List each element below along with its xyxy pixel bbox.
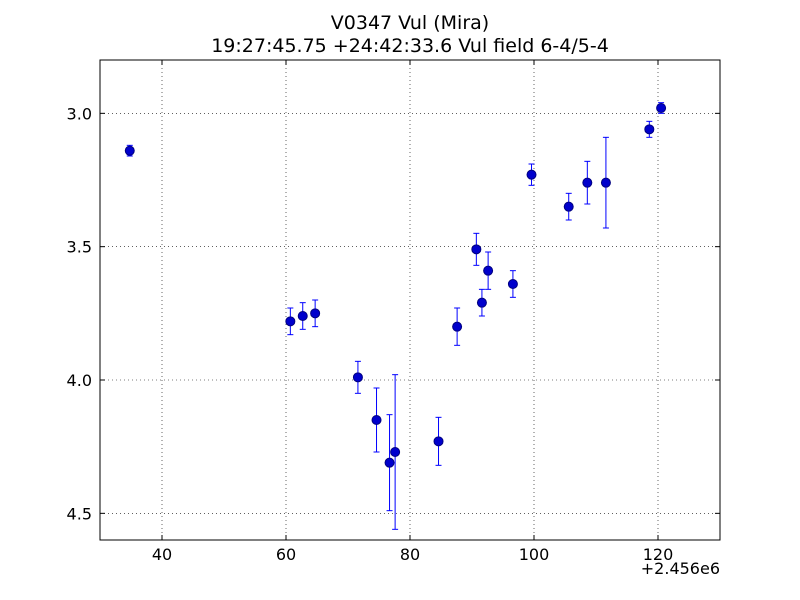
x-tick-label: 40	[152, 545, 172, 564]
data-point	[582, 177, 593, 188]
error-bars	[126, 102, 665, 530]
data-point	[600, 177, 611, 188]
y-tick-label: 3.5	[67, 238, 92, 257]
data-point	[476, 297, 487, 308]
data-point	[297, 311, 308, 321]
data-point	[352, 372, 363, 383]
x-tick-label: 100	[519, 545, 550, 564]
data-point	[124, 145, 135, 156]
x-tick-label: 80	[400, 545, 420, 564]
data-point	[656, 103, 667, 113]
data-point	[433, 436, 444, 447]
data-point	[483, 265, 494, 276]
x-axis-offset-label: +2.456e6	[641, 559, 720, 578]
x-tick-label: 120	[643, 545, 674, 564]
data-points	[124, 103, 667, 468]
x-tick-label: 60	[276, 545, 296, 564]
chart-subtitle: 19:27:45.75 +24:42:33.6 Vul field 6-4/5-…	[211, 35, 609, 57]
data-point	[384, 457, 395, 468]
y-tick-label: 3.0	[67, 104, 92, 123]
data-point	[644, 124, 655, 135]
data-point	[471, 244, 482, 255]
y-tick-label: 4.5	[67, 504, 92, 523]
y-tick-label: 4.0	[67, 371, 92, 390]
data-point	[371, 415, 382, 425]
data-point	[310, 308, 321, 319]
data-point	[563, 201, 574, 212]
data-point	[452, 321, 463, 332]
grid	[100, 60, 720, 540]
data-point	[507, 279, 518, 289]
data-point	[390, 447, 401, 457]
data-point	[285, 316, 296, 327]
axis-ticks: 40 60 80 100 120 3.0 3.5 4.0 4.5	[67, 60, 720, 564]
data-point	[526, 169, 537, 180]
chart-title: V0347 Vul (Mira)	[331, 12, 489, 34]
